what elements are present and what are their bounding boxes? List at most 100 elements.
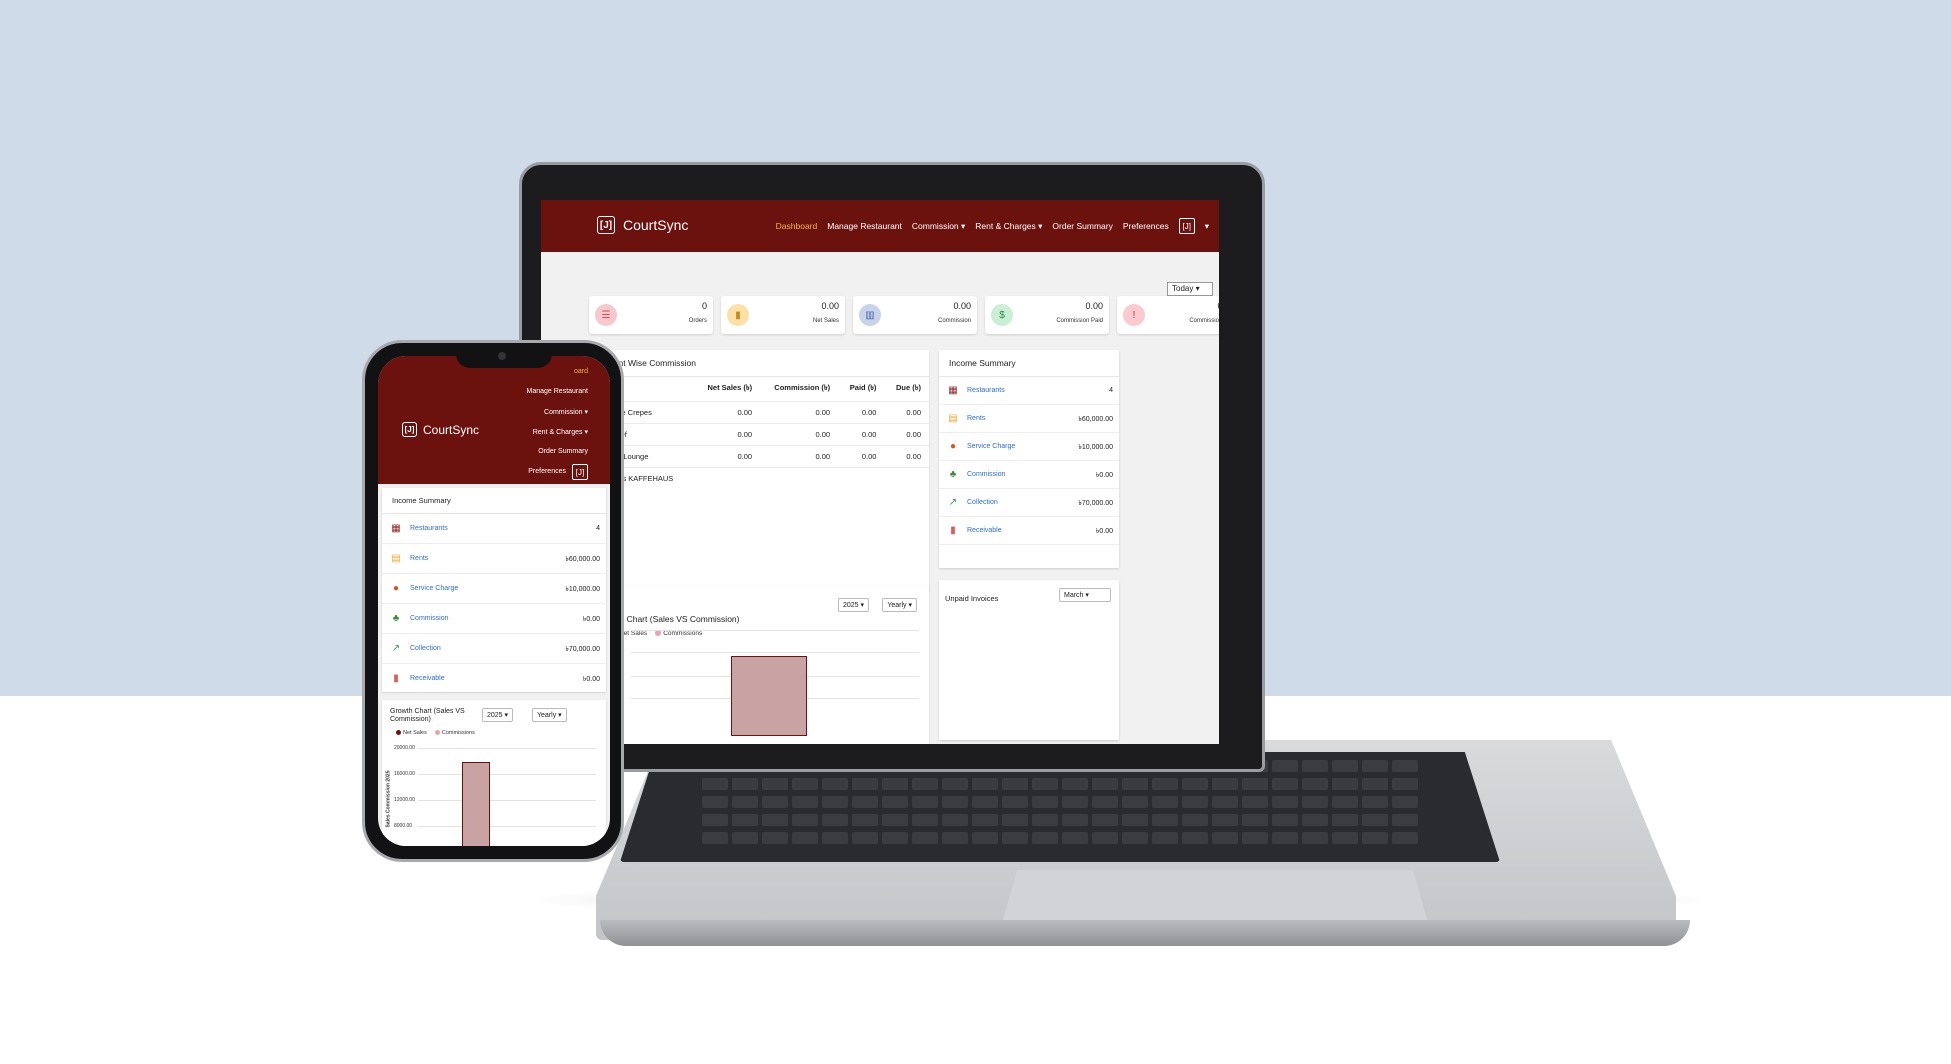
income-row-commission[interactable]: ♣ Commission ৳0.00 bbox=[382, 604, 606, 634]
rent-icon: ▤ bbox=[948, 413, 958, 424]
table-header: Net Sales (৳) Commission (৳) Paid (৳) Du… bbox=[541, 377, 929, 402]
cell: 0.00 bbox=[838, 423, 885, 446]
income-label[interactable]: Service Charge bbox=[967, 443, 1016, 450]
col-net-sales: Net Sales (৳) bbox=[707, 383, 753, 392]
bar-net-sales-2025[interactable] bbox=[731, 656, 807, 736]
income-row-service-charge[interactable]: ● Service Charge ৳10,000.00 bbox=[382, 574, 606, 604]
nav-manage-restaurant[interactable]: Manage Restaurant bbox=[526, 388, 588, 395]
nav-commission[interactable]: Commission ▾ bbox=[544, 409, 588, 416]
income-row-collection[interactable]: ↗ Collection ৳70,000.00 bbox=[939, 489, 1119, 517]
nav-dashboard[interactable]: Dashboard bbox=[775, 221, 818, 231]
nav-order-summary[interactable]: Order Summary bbox=[1052, 221, 1113, 231]
brand[interactable]: [J] CourtSync bbox=[402, 422, 479, 437]
income-label[interactable]: Commission bbox=[410, 615, 449, 622]
income-row-rents[interactable]: ▤ Rents ৳60,000.00 bbox=[939, 405, 1119, 433]
nav-dashboard[interactable]: oard bbox=[573, 368, 588, 375]
brand[interactable]: [J] CourtSync bbox=[597, 216, 688, 234]
income-value: ৳0.00 bbox=[1095, 527, 1113, 535]
year-select[interactable]: 2025 ▾ bbox=[837, 598, 869, 612]
nav-rent-charges[interactable]: Rent & Charges ▾ bbox=[532, 429, 588, 436]
card-label: Commission Due bbox=[1189, 318, 1219, 324]
legend-commissions[interactable]: Commissions bbox=[655, 630, 702, 637]
card-value: 0.00 bbox=[1085, 301, 1103, 311]
income-label[interactable]: Commission bbox=[967, 471, 1006, 478]
income-row-service-charge[interactable]: ● Service Charge ৳10,000.00 bbox=[939, 433, 1119, 461]
income-label[interactable]: Receivable bbox=[410, 675, 445, 682]
cell: 0.00 bbox=[760, 445, 839, 468]
month-select[interactable]: March ▾ bbox=[1059, 588, 1111, 602]
cell: 0.00 bbox=[760, 423, 839, 446]
income-value: ৳60,000.00 bbox=[1078, 415, 1113, 423]
bars-icon: ▮ bbox=[727, 304, 749, 326]
bar-net-sales-2025[interactable] bbox=[462, 762, 490, 846]
cell: 0.00 bbox=[760, 401, 839, 424]
mode-select[interactable]: Yearly ▾ bbox=[532, 708, 567, 722]
card-label: Commission Paid bbox=[1056, 318, 1103, 324]
income-row-receivable[interactable]: ▮ Receivable ৳0.00 bbox=[939, 517, 1119, 545]
card-net-sales: ▮ 0.00 Net Sales bbox=[721, 296, 845, 334]
alert-icon: ! bbox=[1123, 304, 1145, 326]
top-navbar: [J] CourtSync Dashboard Manage Restauran… bbox=[541, 200, 1219, 252]
year-select[interactable]: 2025 ▾ bbox=[482, 708, 514, 722]
user-avatar-icon[interactable]: [J] bbox=[1178, 218, 1195, 234]
nav-rent-charges[interactable]: Rent & Charges ▾ bbox=[975, 220, 1043, 231]
card-value: 0.00 bbox=[821, 301, 839, 311]
store-icon: ▦ bbox=[391, 523, 401, 534]
nav-commission[interactable]: Commission ▾ bbox=[911, 220, 966, 231]
col-commission: Commission (৳) bbox=[774, 383, 831, 392]
income-row-commission[interactable]: ♣ Commission ৳0.00 bbox=[939, 461, 1119, 489]
nav-manage-restaurant[interactable]: Manage Restaurant bbox=[827, 221, 902, 231]
nav-preferences[interactable]: Preferences bbox=[528, 468, 566, 475]
panel-title: Unpaid Invoices bbox=[945, 594, 999, 603]
cell: 0.00 bbox=[838, 445, 885, 468]
receivable-icon: ▮ bbox=[393, 673, 399, 684]
service-icon: ● bbox=[392, 583, 400, 594]
income-row-receivable[interactable]: ▮ Receivable ৳0.00 bbox=[382, 664, 606, 694]
card-value: 0.00 bbox=[1217, 301, 1219, 311]
collection-icon: ↗ bbox=[948, 497, 958, 508]
y-tick-label: 20000.00 bbox=[394, 745, 415, 751]
chart-title: Growth Chart (Sales VS Commission) bbox=[390, 708, 465, 723]
growth-chart-panel: Growth Chart (Sales VS Commission) 2025 … bbox=[382, 700, 606, 846]
gridline bbox=[631, 652, 919, 653]
chart-title: wth Chart (Sales VS Commission) bbox=[611, 614, 740, 624]
income-label[interactable]: Restaurants bbox=[967, 387, 1005, 394]
user-avatar-icon[interactable]: [J] bbox=[572, 464, 588, 480]
unpaid-invoices-panel: Unpaid Invoices March ▾ bbox=[939, 580, 1119, 740]
income-label[interactable]: Rents bbox=[410, 555, 429, 562]
income-label[interactable]: Service Charge bbox=[410, 585, 459, 592]
avatar-caret-icon[interactable]: ▾ bbox=[1204, 220, 1209, 231]
legend-commissions[interactable]: Commissions bbox=[434, 730, 475, 736]
nav-order-summary[interactable]: Order Summary bbox=[538, 448, 588, 455]
panel-title: Income Summary bbox=[382, 488, 606, 514]
income-label[interactable]: Collection bbox=[967, 499, 998, 506]
income-row-restaurants[interactable]: ▦ Restaurants 4 bbox=[382, 514, 606, 544]
income-label[interactable]: Receivable bbox=[967, 527, 1002, 534]
gridline bbox=[631, 630, 919, 631]
gridline bbox=[418, 748, 596, 749]
cell bbox=[838, 467, 885, 489]
income-row-rents[interactable]: ▤ Rents ৳60,000.00 bbox=[382, 544, 606, 574]
main-menu: Dashboard Manage Restaurant Commission ▾… bbox=[776, 218, 1209, 234]
cell bbox=[760, 467, 839, 489]
income-value: ৳0.00 bbox=[582, 615, 600, 623]
store-icon: ▦ bbox=[948, 385, 958, 396]
nav-preferences[interactable]: Preferences bbox=[1122, 221, 1169, 231]
courtsync-logo-icon: [J] bbox=[402, 422, 417, 437]
list-icon: ☰ bbox=[595, 304, 617, 326]
income-label[interactable]: Collection bbox=[410, 645, 441, 652]
y-tick-label: 12000.00 bbox=[394, 797, 415, 803]
service-icon: ● bbox=[949, 441, 957, 452]
income-row-restaurants[interactable]: ▦ Restaurants 4 bbox=[939, 377, 1119, 405]
phone-navbar: oard Manage Restaurant Commission ▾ Rent… bbox=[378, 356, 610, 484]
card-commission-due: ! 0.00 Commission Due bbox=[1117, 296, 1219, 334]
period-select[interactable]: Today ▾ bbox=[1167, 282, 1213, 296]
mode-select[interactable]: Yearly ▾ bbox=[882, 598, 917, 612]
cell: 0.00 bbox=[884, 401, 929, 424]
table-row[interactable]: jan's KAFFEHAUS bbox=[541, 467, 929, 489]
income-label[interactable]: Restaurants bbox=[410, 525, 448, 532]
legend-net-sales[interactable]: Net Sales bbox=[396, 730, 427, 736]
camera-icon bbox=[498, 352, 506, 360]
income-row-collection[interactable]: ↗ Collection ৳70,000.00 bbox=[382, 634, 606, 664]
income-label[interactable]: Rents bbox=[967, 415, 986, 422]
